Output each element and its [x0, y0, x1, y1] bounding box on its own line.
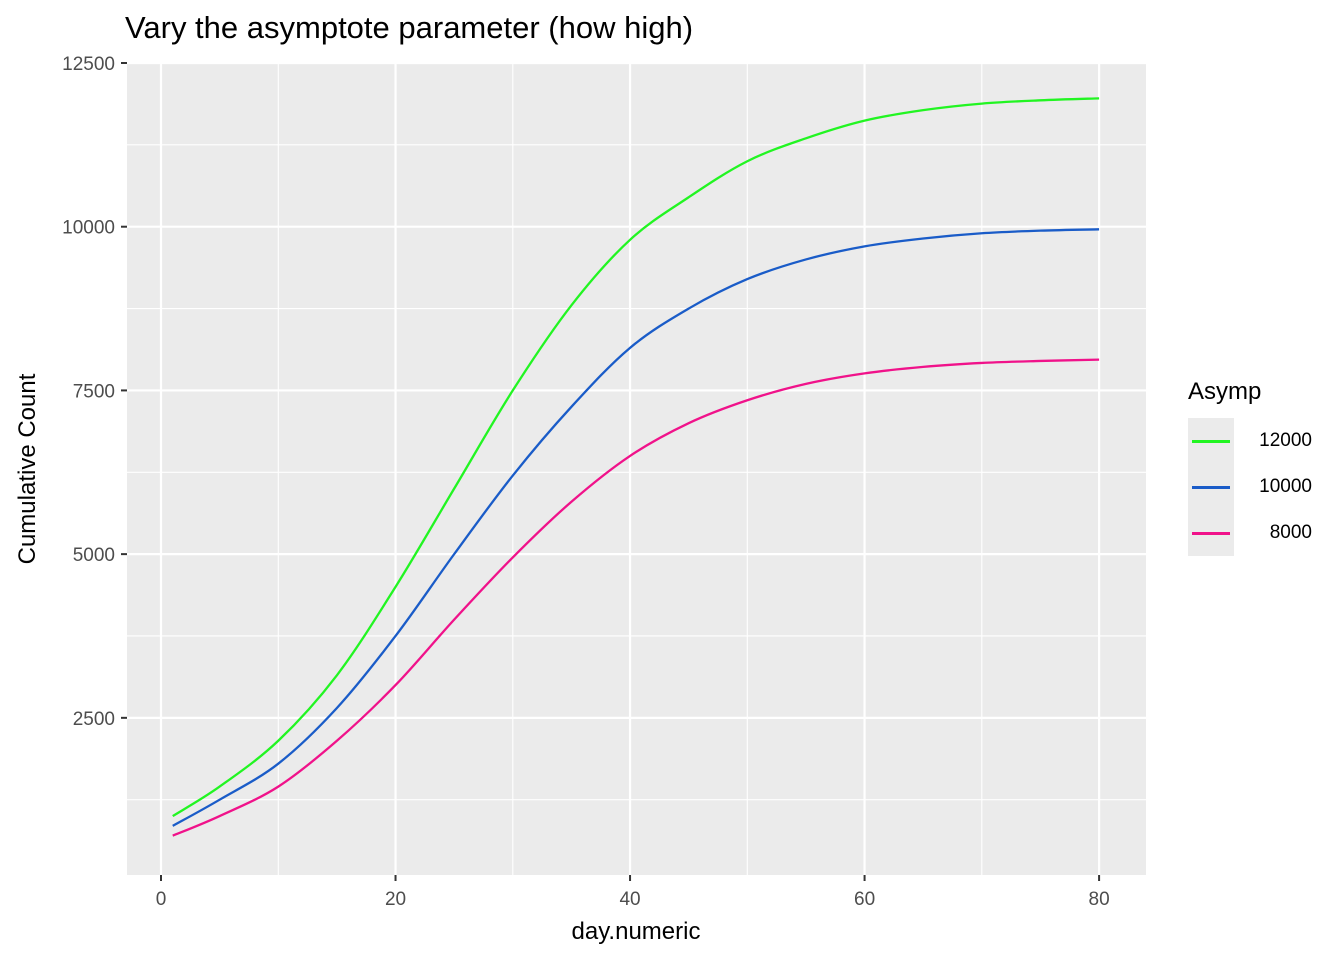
- y-tick-label: 12500: [62, 54, 115, 75]
- legend-swatch: [1192, 532, 1230, 535]
- major-gridlines: [127, 61, 1146, 875]
- legend-key: [1188, 464, 1234, 510]
- legend-label: 10000: [1259, 476, 1312, 497]
- y-tick-label: 10000: [62, 218, 115, 239]
- x-axis-title: day.numeric: [572, 918, 701, 945]
- x-tick-label: 20: [385, 889, 406, 910]
- y-axis-title: Cumulative Count: [14, 373, 41, 564]
- legend-swatch: [1192, 440, 1230, 443]
- legend-key: [1188, 418, 1234, 464]
- x-tick-label: 80: [1089, 889, 1110, 910]
- minor-gridlines: [127, 63, 1146, 875]
- series-line-10000: [172, 228, 1100, 827]
- series-line-12000: [172, 97, 1100, 818]
- y-tick-label: 2500: [73, 709, 115, 730]
- y-tick-label: 7500: [73, 381, 115, 402]
- legend-swatch: [1192, 486, 1230, 489]
- y-tick-label: 5000: [73, 545, 115, 566]
- legend-item: 10000: [1188, 464, 1312, 510]
- chart-title: Vary the asymptote parameter (how high): [125, 10, 694, 45]
- x-tick-label: 40: [619, 889, 640, 910]
- legend-label: 12000: [1259, 430, 1312, 451]
- legend: Asymp 12000 10000 8000: [1188, 378, 1312, 556]
- series-lines: [172, 97, 1100, 837]
- series-line-8000: [172, 358, 1100, 837]
- plot-panel: [127, 63, 1146, 875]
- legend-title: Asymp: [1188, 378, 1262, 405]
- axes: 0 20 40 60 80 2500 5000 7500 10000 12500: [62, 54, 1110, 910]
- legend-item: 12000: [1188, 418, 1312, 464]
- legend-item: 8000: [1188, 510, 1312, 556]
- x-tick-label: 0: [156, 889, 167, 910]
- x-tick-label: 60: [854, 889, 875, 910]
- legend-key: [1188, 510, 1234, 556]
- legend-label: 8000: [1269, 522, 1312, 543]
